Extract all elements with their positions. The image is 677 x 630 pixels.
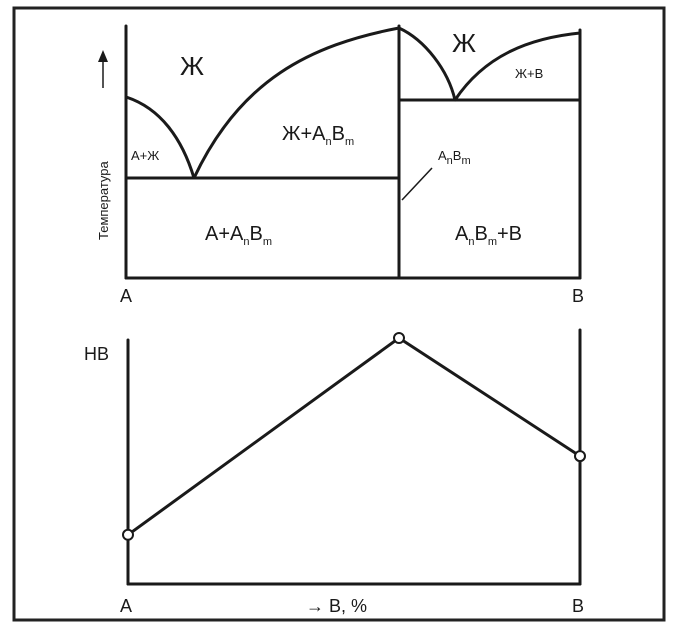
hb-series-marks: [122, 332, 586, 541]
region-liquid-right: Ж: [452, 28, 476, 58]
region-a-plus-liquid: А+Ж: [131, 148, 159, 163]
hardness-chart: HB → B, % A B: [84, 328, 586, 616]
phase-y-label: Температура: [96, 160, 111, 240]
liquidus-b: [453, 31, 582, 102]
hb-x-label: → B, %: [306, 596, 367, 616]
liquidus-compound-left: [192, 26, 401, 180]
phase-x-label-right: B: [572, 286, 584, 306]
hb-point-1: [393, 332, 405, 344]
y-arrow-icon: [98, 50, 108, 62]
hb-point-0: [122, 528, 134, 541]
region-a-plus-compound: A+AnBm: [205, 223, 272, 248]
region-compound-plus-b: AnBm+B: [455, 223, 522, 248]
liquidus-a: [124, 95, 196, 180]
hb-point-2: [574, 450, 586, 463]
hb-y-label: HB: [84, 344, 109, 364]
outer-frame: [12, 6, 666, 622]
region-liquid-left: Ж: [180, 51, 204, 81]
compound-label: AnBm: [438, 148, 471, 167]
hb-x-tick-right: B: [572, 596, 584, 616]
phase-diagram: Температура Ж Ж А+Ж Ж+AnBm Ж+В A+AnBm An…: [96, 24, 584, 306]
hb-x-tick-left: A: [120, 596, 132, 616]
compound-pointer: [401, 167, 433, 201]
hb-series-line: [126, 336, 582, 537]
liquidus-compound-right: [397, 26, 457, 102]
region-liquid-plus-b: Ж+В: [515, 66, 543, 81]
region-liquid-plus-compound: Ж+AnBm: [282, 123, 354, 148]
phase-x-label-left: A: [120, 286, 132, 306]
